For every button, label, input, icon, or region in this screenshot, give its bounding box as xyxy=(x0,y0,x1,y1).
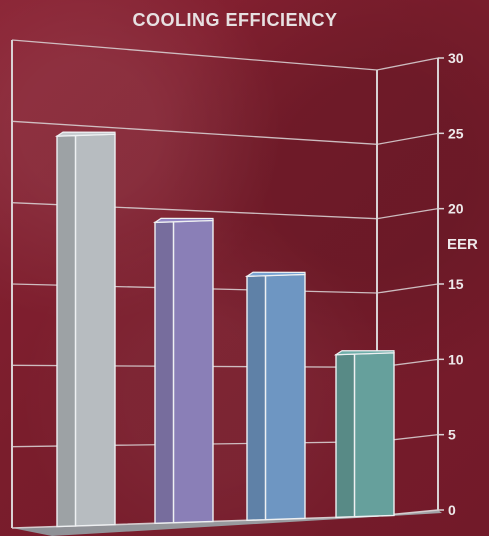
gridline xyxy=(11,283,439,294)
bar xyxy=(353,352,395,518)
y-tick-label: 30 xyxy=(448,50,464,66)
bar-series xyxy=(54,131,395,528)
y-tick-label: 0 xyxy=(448,502,456,518)
bar xyxy=(172,219,214,524)
bar-left-face xyxy=(335,353,356,519)
chart-floor xyxy=(12,510,442,536)
bar-left-face xyxy=(154,221,175,525)
gridline xyxy=(11,120,439,145)
y-tick-label: 5 xyxy=(448,427,456,443)
gridlines xyxy=(11,39,439,529)
gridline xyxy=(11,39,439,71)
bar-top-face xyxy=(333,350,395,356)
chart-title: COOLING EFFICIENCY xyxy=(132,10,338,30)
y-tick-label: 10 xyxy=(448,351,464,367)
bar-left-face xyxy=(56,134,77,528)
y-axis-ticks: 0 5 10 15 20 25 30 xyxy=(438,50,464,518)
y-tick-label: 25 xyxy=(448,125,464,141)
y-tick-label: 20 xyxy=(448,201,464,217)
bar-top-face xyxy=(54,131,116,137)
gridline xyxy=(11,202,439,220)
bar-left-face xyxy=(246,274,267,521)
bar xyxy=(74,133,116,527)
bar-top-face xyxy=(244,271,306,277)
bar-top-face xyxy=(152,217,214,224)
y-axis-label: EER xyxy=(447,236,478,253)
bar xyxy=(264,273,306,521)
y-tick-label: 15 xyxy=(448,276,464,292)
